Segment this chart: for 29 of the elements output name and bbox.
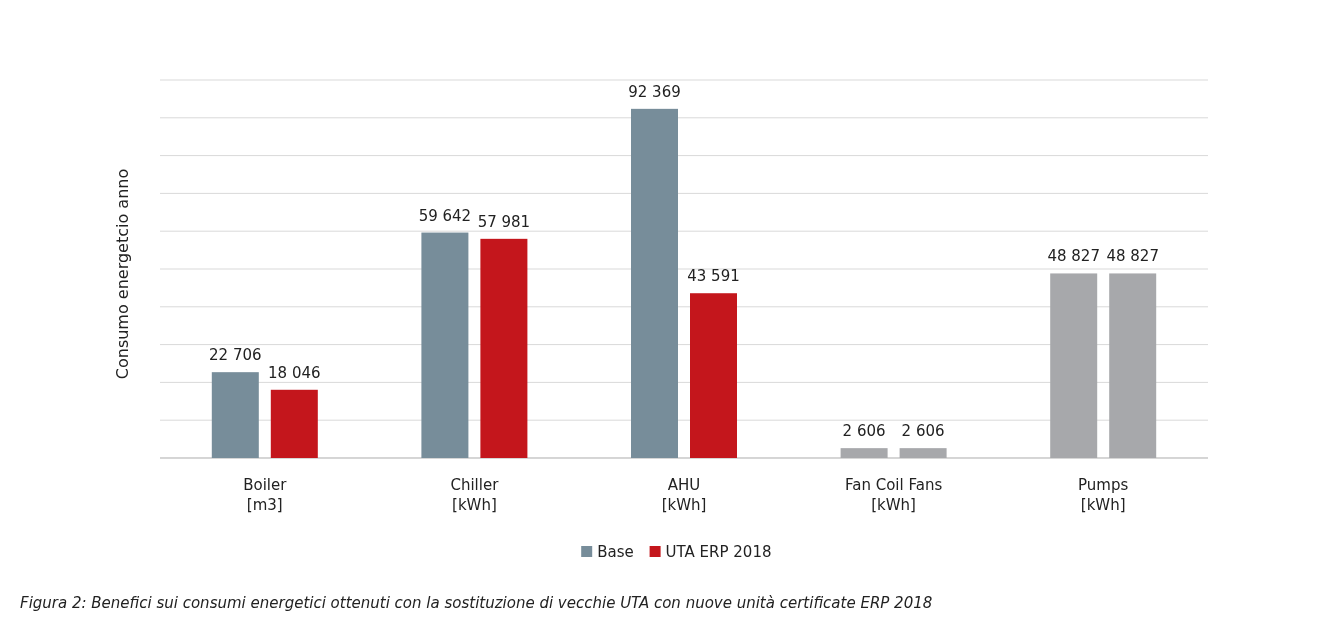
x-tick-label: Pumps [kWh] <box>1078 476 1129 514</box>
legend-label: Base <box>597 543 634 561</box>
x-tick-label: Boiler [m3] <box>243 476 288 514</box>
x-tick-label: AHU [kWh] <box>661 476 707 514</box>
bar <box>690 293 737 458</box>
data-label: 18 046 <box>268 363 321 382</box>
bar <box>480 238 528 458</box>
bar <box>1109 273 1157 458</box>
data-label: 59 642 <box>418 206 472 225</box>
bar <box>211 372 259 458</box>
data-label: 92 369 <box>628 82 681 101</box>
y-axis-title: Consumo energetcio anno <box>113 168 132 380</box>
bar <box>421 232 469 458</box>
bar <box>840 448 888 458</box>
bar <box>899 448 947 458</box>
bar <box>1050 273 1098 458</box>
x-tick-label: Fan Coil Fans [kWh] <box>844 476 943 514</box>
data-label: 48 827 <box>1106 247 1159 266</box>
data-label: 43 591 <box>687 267 740 286</box>
bar <box>631 108 678 458</box>
data-label: 57 981 <box>477 212 531 231</box>
bar <box>270 389 318 458</box>
data-label: 2 606 <box>842 422 886 441</box>
data-label: 48 827 <box>1047 247 1100 266</box>
text: Figura 2: Benefici sui consumi energetici ottenuti con la sostituzione di vecchie UTA con nuove unità certificate ERP 2018 <box>20 594 933 612</box>
data-label: 22 706 <box>209 346 262 365</box>
x-tick-label: Chiller [kWh] <box>450 476 500 514</box>
data-label: 2 606 <box>901 422 945 441</box>
legend-label: UTA ERP 2018 <box>665 543 772 561</box>
